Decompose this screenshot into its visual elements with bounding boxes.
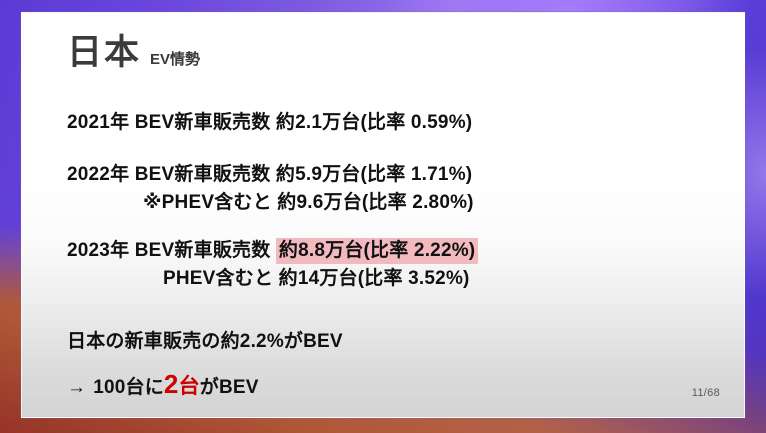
page-subtitle: EV情勢: [150, 51, 201, 68]
page-number: 11/68: [691, 387, 720, 399]
slide-title-block: 日本 EV情勢: [67, 35, 200, 70]
stat-line-2021: 2021年 BEV新車販売数 約2.1万台(比率 0.59%): [67, 112, 473, 133]
conclusion-line: → 100台に 2 台がBEV: [67, 370, 259, 400]
presentation-slide: 日本 EV情勢 2021年 BEV新車販売数 約2.1万台(比率 0.59%) …: [21, 12, 745, 418]
stat-line-2023-prefix: 2023年 BEV新車販売数: [67, 240, 276, 261]
conclusion-unit: 台: [178, 375, 200, 398]
stat-line-2022: 2022年 BEV新車販売数 約5.9万台(比率 1.71%): [67, 164, 473, 185]
stat-line-2023-phev: PHEV含むと 約14万台(比率 3.52%): [163, 268, 470, 289]
stat-line-2023: 2023年 BEV新車販売数 約8.8万台(比率 2.22%): [67, 235, 479, 264]
arrow-right-icon: →: [67, 377, 87, 398]
conclusion-after: がBEV: [199, 377, 259, 398]
page-title: 日本: [67, 33, 142, 72]
conclusion-before: 100台に: [93, 377, 164, 398]
stat-line-2023-highlight: 約8.8万台(比率 2.22%): [275, 238, 479, 264]
summary-line: 日本の新車販売の約2.2%がBEV: [67, 331, 343, 352]
conclusion-number: 2: [163, 369, 179, 399]
stat-line-2022-phev: ※PHEV含むと 約9.6万台(比率 2.80%): [143, 192, 474, 213]
